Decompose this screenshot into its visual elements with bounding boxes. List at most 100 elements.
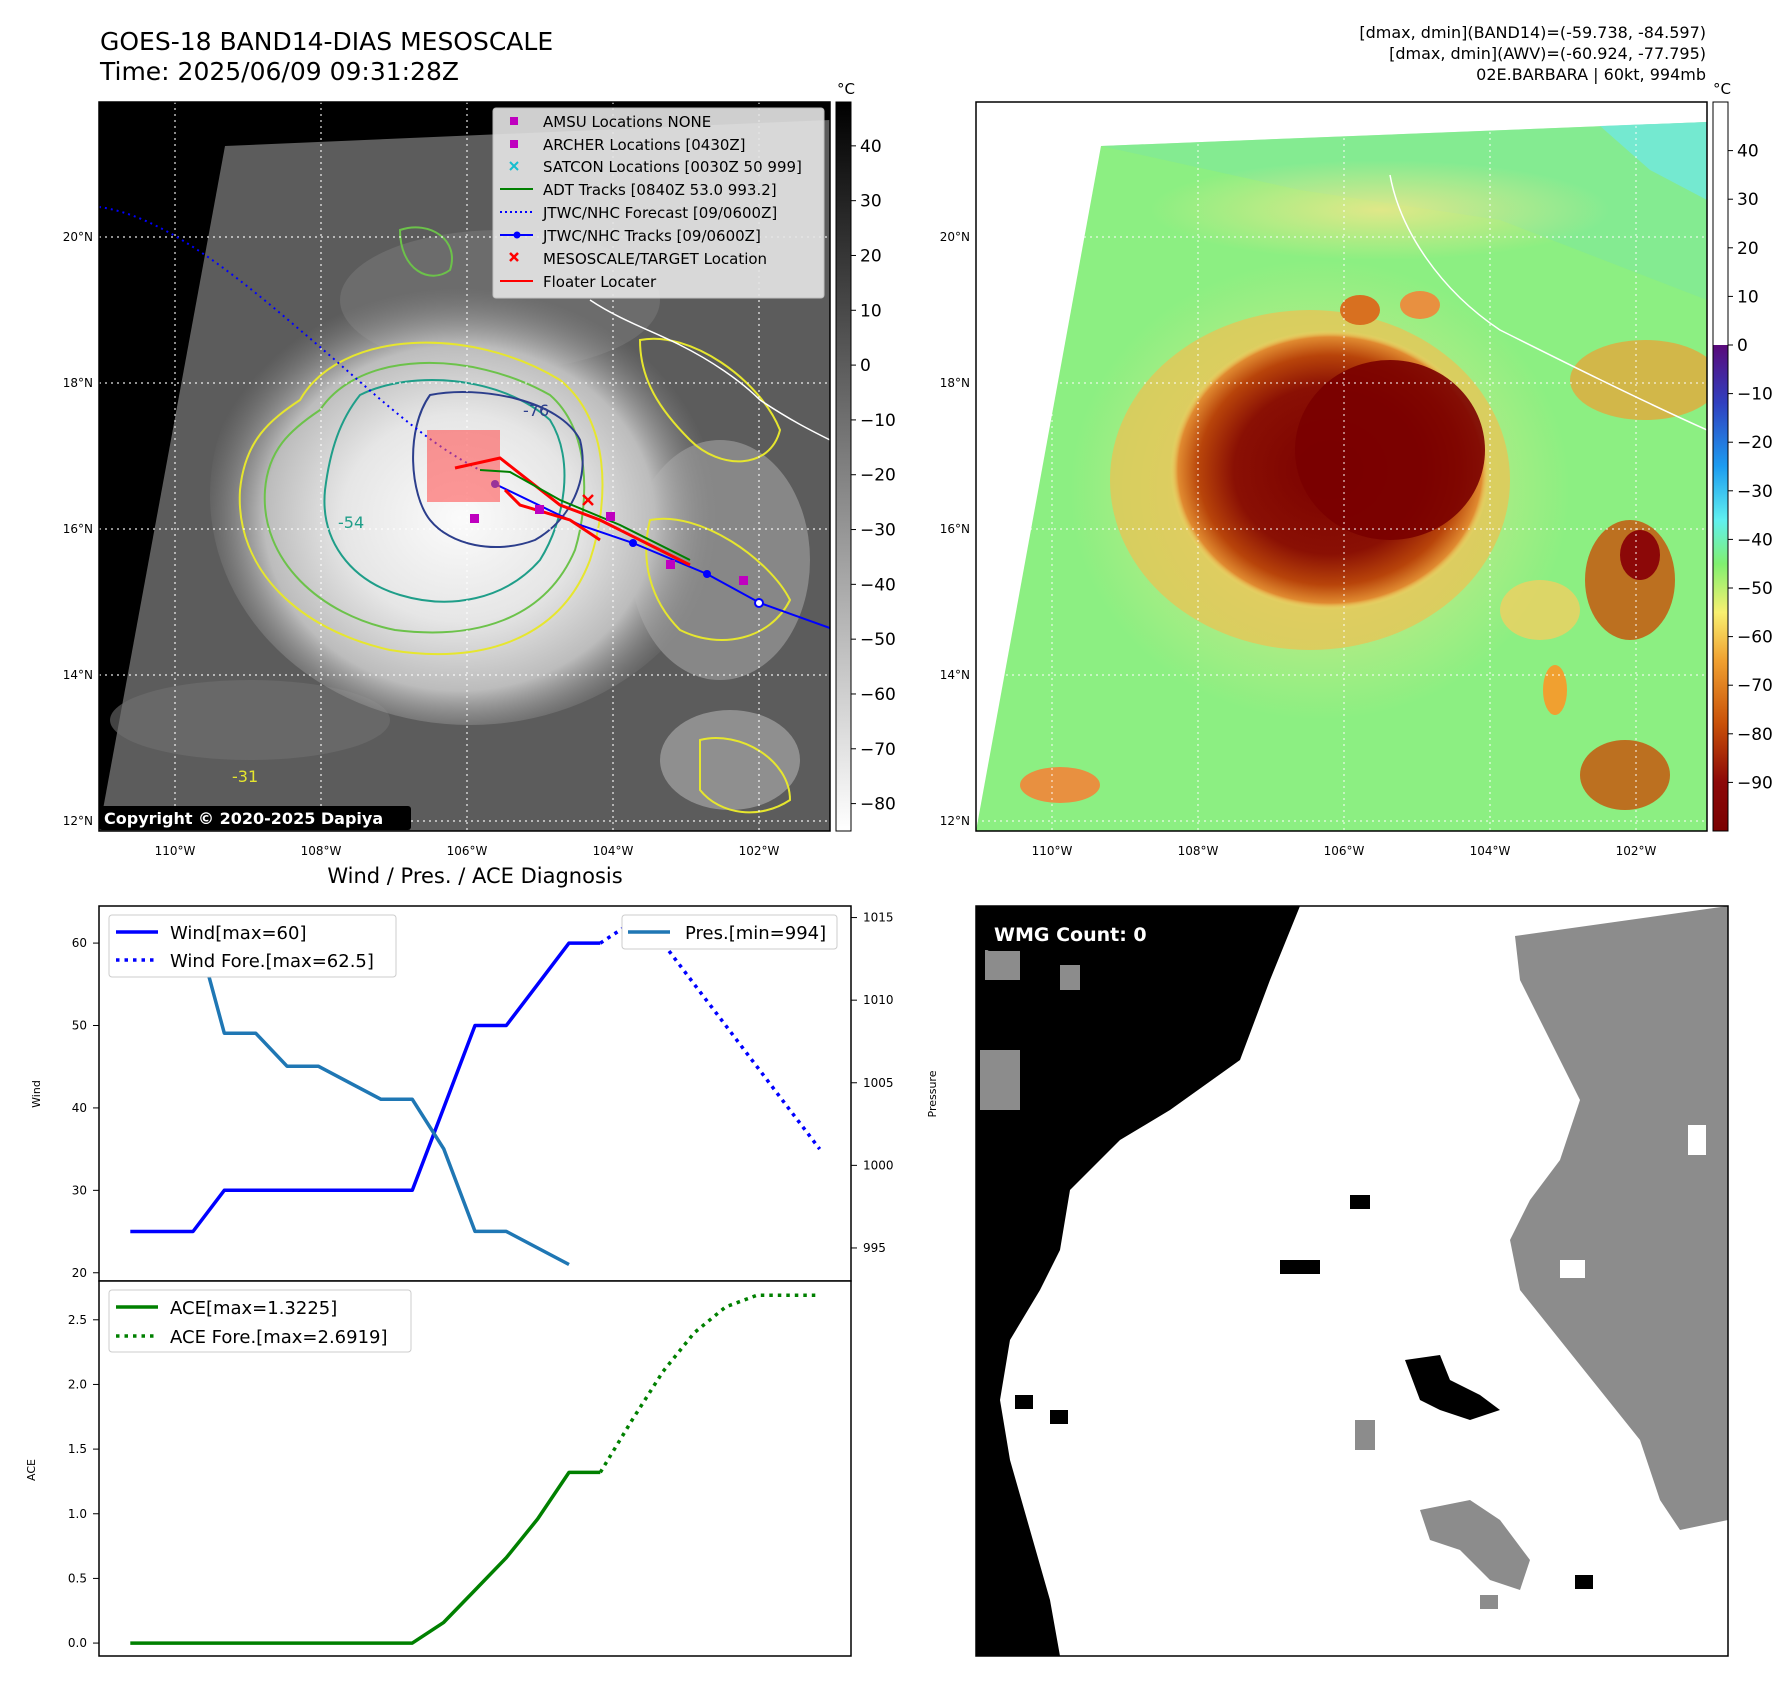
series-line: [130, 1470, 601, 1645]
lat-tick-label: 14°N: [940, 668, 970, 682]
lat-tick-label: 16°N: [940, 522, 970, 536]
lon-tick-label: 106°W: [1324, 844, 1365, 858]
y-tick-label: 1000: [863, 1158, 894, 1172]
y-tick-label: 0.5: [68, 1571, 87, 1585]
lon-tick-label: 108°W: [1178, 844, 1219, 858]
y-tick-label: 1.0: [68, 1507, 87, 1521]
colorbar-tick-label: 0: [1737, 336, 1748, 356]
series-line: [598, 1293, 820, 1474]
colorbar-tick-label: −30: [1737, 482, 1773, 502]
lat-tick-label: 20°N: [940, 230, 970, 244]
colorbar-tick-label: −90: [1737, 773, 1773, 793]
ace-legend: ACE[max=1.3225] ACE Fore.[max=2.6919]: [108, 1289, 412, 1353]
lat-tick-label: 12°N: [63, 814, 93, 828]
colorbar-tick-label: 30: [860, 192, 882, 212]
wind-legend-label: Wind[max=60]: [170, 923, 307, 944]
info-line-1: [dmax, dmin](BAND14)=(-59.738, -84.597): [1359, 23, 1706, 42]
right-colorbar-unit: °C: [1713, 80, 1731, 98]
copyright-label: Copyright © 2020-2025 Dapiya: [104, 809, 383, 828]
diagnosis-title: Wind / Pres. / ACE Diagnosis: [327, 864, 622, 888]
lat-tick-label: 18°N: [940, 376, 970, 390]
contour-label-54: -54: [338, 513, 364, 532]
figure-title: GOES-18 BAND14-DIAS MESOSCALE: [100, 27, 553, 56]
y-tick-label: 2.5: [68, 1313, 87, 1327]
colorbar-tick-label: −80: [1737, 725, 1773, 745]
lon-tick-label: 110°W: [1032, 844, 1073, 858]
legend-marker-archer: [510, 140, 518, 148]
colorbar-tick-label: 30: [1737, 190, 1759, 210]
colorbar-tick-label: −50: [860, 630, 896, 650]
legend-marker-amsu: [510, 117, 518, 125]
legend-label-archer: ARCHER Locations [0430Z]: [543, 136, 746, 154]
wmg-panel: WMG Count: 0: [975, 905, 1729, 1657]
lon-tick-label: 104°W: [1470, 844, 1511, 858]
colorbar-tick-label: 10: [1737, 287, 1759, 307]
colorbar-tick-label: −20: [860, 466, 896, 486]
enhanced-map-axis-ticks: 110°W 108°W 106°W 104°W 102°W 12°N 14°N 16°N 18°…: [940, 230, 1657, 858]
colorbar-tick-label: −10: [1737, 385, 1773, 405]
archer-locations: [470, 505, 748, 585]
ir-map-panel: -76 -54 -31: [63, 80, 896, 858]
contour-teal: [323, 379, 566, 603]
mesoscale-target-marker: [582, 494, 594, 506]
ace-legend-label: ACE[max=1.3225]: [170, 1298, 337, 1319]
ace-forecast-legend-label: ACE Fore.[max=2.6919]: [170, 1327, 388, 1348]
lon-tick-label: 102°W: [739, 844, 780, 858]
y-tick-label: 0.0: [68, 1636, 87, 1650]
wind-axis-ticks: 20 30 40 50 60: [72, 936, 99, 1280]
colorbar-tick-label: −70: [1737, 676, 1773, 696]
legend-label-track: JTWC/NHC Tracks [09/0600Z]: [542, 227, 761, 245]
lat-tick-label: 18°N: [63, 376, 93, 390]
pressure-axis-label: Pressure: [926, 1070, 939, 1117]
contour-yellow: [238, 341, 604, 656]
y-tick-label: 2.0: [68, 1377, 87, 1391]
y-tick-label: 1010: [863, 993, 894, 1007]
ir-map-axis-ticks: 110°W 108°W 106°W 104°W 102°W 12°N 14°N 16°N 18°…: [63, 230, 780, 858]
pressure-axis-ticks: 995 1000 1005 1010 1015: [851, 911, 894, 1255]
legend-label-floater: Floater Locater: [543, 273, 657, 291]
colorbar-tick-label: 40: [860, 137, 882, 157]
lon-tick-label: 102°W: [1616, 844, 1657, 858]
lat-tick-label: 14°N: [63, 668, 93, 682]
wmg-gray-region: [1510, 906, 1728, 1530]
series-line: [130, 941, 601, 1234]
colorbar-tick-label: −30: [860, 521, 896, 541]
ace-axis-label: ACE: [25, 1459, 38, 1481]
colorbar-tick-label: −10: [860, 411, 896, 431]
y-tick-label: 20: [72, 1266, 87, 1280]
wind-legend: Wind[max=60] Wind Fore.[max=62.5]: [108, 914, 397, 978]
lon-tick-label: 110°W: [155, 844, 196, 858]
left-colorbar-ticks: 40 30 20 10 0 −10 −20 −30 −40 −50 −60 −70 −80: [851, 137, 896, 815]
contour-label-31: -31: [232, 767, 258, 786]
lon-tick-label: 104°W: [593, 844, 634, 858]
colorbar-tick-label: −40: [1737, 530, 1773, 550]
colorbar-tick-label: 20: [1737, 239, 1759, 259]
right-colorbar-ticks: 40 30 20 10 0 −10 −20 −30 −40 −50 −60 −70 −80 −90: [1728, 142, 1773, 793]
contour-label-76: -76: [523, 401, 549, 420]
lat-tick-label: 16°N: [63, 522, 93, 536]
figure-time: Time: 2025/06/09 09:31:28Z: [99, 57, 459, 86]
colorbar-tick-label: 10: [860, 301, 882, 321]
enhanced-map-gridlines: [976, 102, 1707, 831]
wind-forecast-legend-label: Wind Fore.[max=62.5]: [170, 951, 374, 972]
wind-axis-label: Wind: [30, 1080, 43, 1108]
colorbar-tick-label: 40: [1737, 142, 1759, 162]
ace-series-group: [130, 1293, 820, 1645]
map-legend: AMSU Locations NONE ARCHER Locations [04…: [492, 107, 825, 299]
y-tick-label: 40: [72, 1101, 87, 1115]
colorbar-tick-label: −20: [1737, 433, 1773, 453]
pressure-legend-label: Pres.[min=994]: [685, 923, 826, 944]
coastline: [589, 299, 830, 441]
adt-track: [479, 469, 691, 561]
wmg-black-region: [976, 906, 1300, 1656]
lat-tick-label: 20°N: [63, 230, 93, 244]
wind-pressure-panel: Wind Pressure 20 30 40 50 60 995 1000 1005 1010…: [30, 905, 939, 1282]
colorbar-tick-label: −60: [1737, 628, 1773, 648]
y-tick-label: 60: [72, 936, 87, 950]
enhanced-ir-map-panel: 110°W 108°W 106°W 104°W 102°W 12°N 14°N 16°N 18°…: [940, 80, 1773, 858]
legend-label-mesoscale: MESOSCALE/TARGET Location: [543, 250, 767, 268]
wmg-count-label: WMG Count: 0: [994, 924, 1147, 946]
colorbar-tick-label: −50: [1737, 579, 1773, 599]
contour-green: [263, 361, 586, 634]
